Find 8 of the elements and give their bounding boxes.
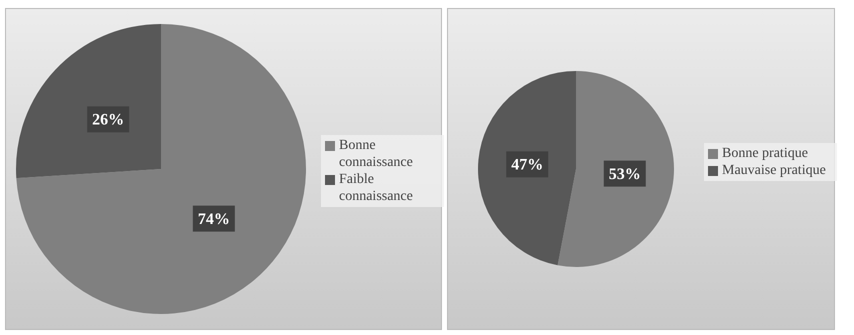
legend-label: Mauvaise pratique xyxy=(722,162,826,179)
data-label: 53% xyxy=(608,166,641,183)
legend-label: Bonne pratique xyxy=(722,145,808,162)
data-label: 26% xyxy=(92,112,124,129)
data-label: 47% xyxy=(511,156,544,174)
legend-label: Faible connaissance xyxy=(339,171,414,205)
data-label: 74% xyxy=(198,210,230,228)
legend-label: Bonne connaissance xyxy=(339,137,414,171)
